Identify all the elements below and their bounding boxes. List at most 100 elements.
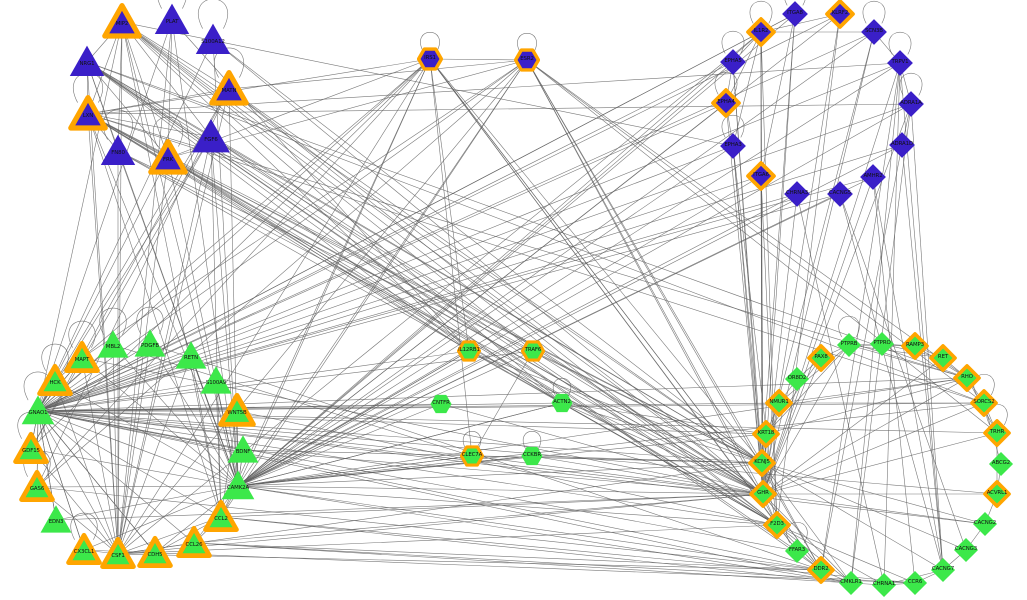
graph-node-wnt5b[interactable]: WNT5B bbox=[218, 392, 256, 430]
graph-node-epha5[interactable]: EPHA5 bbox=[718, 47, 748, 77]
node-shape-triangle bbox=[68, 95, 108, 131]
graph-node-mip2[interactable]: MIP2 bbox=[102, 2, 142, 42]
graph-node-matn[interactable]: MATN bbox=[209, 69, 249, 109]
self-loop-edge bbox=[41, 343, 69, 371]
edge bbox=[112, 344, 119, 555]
edge bbox=[36, 59, 528, 488]
graph-node-frk[interactable]: FRK bbox=[148, 138, 188, 178]
graph-node-cacng2[interactable]: CACNG2 bbox=[971, 510, 999, 538]
edge bbox=[167, 59, 528, 159]
graph-node-ccr6[interactable]: CCR6 bbox=[901, 569, 929, 597]
graph-node-adra1a[interactable]: ADRA1A bbox=[896, 89, 926, 119]
graph-node-cacng5[interactable]: CACNG5 bbox=[825, 179, 855, 209]
graph-node-adra1d[interactable]: ADRA1D bbox=[887, 130, 917, 160]
edge bbox=[237, 175, 762, 487]
graph-node-gnao1[interactable]: GNAO1 bbox=[19, 392, 57, 430]
graph-node-nrg1[interactable]: NRG1 bbox=[67, 42, 107, 82]
edge bbox=[37, 350, 534, 412]
graph-node-plat[interactable]: PLAT bbox=[152, 0, 192, 40]
graph-node-actn2[interactable]: ACTN2 bbox=[550, 391, 574, 415]
graph-node-epha3[interactable]: EPHA3 bbox=[718, 131, 748, 161]
graph-node-fn80[interactable]: FN80 bbox=[98, 131, 138, 171]
edge bbox=[765, 377, 968, 435]
edge bbox=[171, 19, 470, 352]
graph-node-krt18[interactable]: KRT18 bbox=[752, 420, 780, 448]
graph-node-cntfr[interactable]: CNTFR bbox=[429, 392, 453, 416]
graph-node-clec7a[interactable]: CLEC7A bbox=[460, 444, 484, 468]
graph-node-ptpro[interactable]: PTPRO bbox=[868, 330, 896, 358]
graph-node-cx3cl1[interactable]: CX3CL1 bbox=[66, 532, 102, 568]
edge bbox=[848, 344, 968, 379]
graph-node-s100a12[interactable]: S100A12 bbox=[193, 20, 233, 60]
edge bbox=[429, 58, 822, 571]
edge bbox=[37, 410, 767, 435]
graph-node-cacng7[interactable]: CACNG7 bbox=[929, 556, 957, 584]
graph-node-pdgfb[interactable]: PDGFB bbox=[132, 326, 168, 362]
graph-node-bdnf[interactable]: BDNF bbox=[225, 432, 261, 468]
graph-node-ramp3[interactable]: RAMP3 bbox=[901, 332, 929, 360]
graph-node-il12rb1[interactable]: IL12RB1 bbox=[457, 339, 481, 363]
graph-node-cdh5[interactable]: CDH5 bbox=[137, 535, 173, 571]
graph-node-ptprb[interactable]: PTPRB bbox=[835, 331, 863, 359]
edge bbox=[228, 59, 528, 90]
node-shape-diamond bbox=[887, 50, 913, 76]
node-shape-diamond bbox=[898, 91, 924, 117]
graph-node-itga6[interactable]: ITGA6 bbox=[746, 161, 776, 191]
graph-node-mbl2[interactable]: MBL2 bbox=[95, 327, 131, 363]
graph-node-klrf2[interactable]: KLRF2 bbox=[825, 0, 855, 29]
edge bbox=[210, 136, 778, 526]
node-shape-diamond bbox=[749, 480, 777, 508]
graph-node-acvrl1[interactable]: ACVRL1 bbox=[983, 480, 1011, 508]
graph-node-rho[interactable]: RHO bbox=[953, 364, 981, 392]
graph-node-trhr[interactable]: TRHR bbox=[983, 419, 1011, 447]
graph-node-pax8[interactable]: PAX8 bbox=[807, 344, 835, 372]
graph-node-f2d3[interactable]: F2D3 bbox=[763, 511, 791, 539]
graph-node-amhr2[interactable]: AMHR2 bbox=[858, 162, 888, 192]
edge bbox=[760, 13, 841, 33]
edge bbox=[760, 31, 778, 526]
graph-node-traf6[interactable]: TRAF6 bbox=[521, 339, 545, 363]
graph-node-sorcs2[interactable]: SORCS2 bbox=[970, 389, 998, 417]
graph-node-itga8[interactable]: ITGA8 bbox=[780, 0, 810, 29]
graph-node-esr2[interactable]: ESR2 bbox=[514, 47, 540, 73]
graph-node-abcg2[interactable]: ABCG2 bbox=[987, 450, 1015, 478]
edge bbox=[81, 58, 431, 359]
edge bbox=[237, 193, 798, 487]
graph-node-il1r2[interactable]: IL1R2 bbox=[746, 17, 776, 47]
edge bbox=[237, 350, 470, 487]
edge bbox=[762, 493, 852, 584]
edge bbox=[86, 61, 119, 555]
node-shape-diamond bbox=[720, 49, 746, 75]
graph-node-irs1[interactable]: IRS1 bbox=[417, 46, 443, 72]
graph-node-csf1[interactable]: CSF1 bbox=[100, 536, 136, 572]
graph-node-chrna3[interactable]: CHRNA3 bbox=[782, 179, 812, 209]
node-shape-diamond bbox=[782, 1, 808, 27]
graph-node-cckbr[interactable]: CCKBR bbox=[520, 444, 544, 468]
edge bbox=[228, 88, 763, 464]
graph-node-nmur1[interactable]: NMUR1 bbox=[765, 389, 793, 417]
edge bbox=[561, 402, 763, 464]
graph-node-trpv1[interactable]: TRPV1 bbox=[885, 48, 915, 78]
graph-node-ddr2[interactable]: DDR2 bbox=[807, 556, 835, 584]
node-shape-diamond bbox=[752, 420, 780, 448]
graph-node-scn3b[interactable]: SCN3B bbox=[859, 17, 889, 47]
edge bbox=[237, 485, 764, 495]
graph-node-cmklr1[interactable]: CMKLR1 bbox=[837, 569, 865, 597]
edge bbox=[776, 13, 841, 526]
edge bbox=[242, 449, 764, 495]
graph-node-ccl26[interactable]: CCL26 bbox=[176, 525, 212, 561]
graph-node-ghr[interactable]: GHR bbox=[749, 480, 777, 508]
edge bbox=[429, 58, 473, 457]
graph-node-lxn[interactable]: LXN bbox=[68, 94, 108, 134]
edge bbox=[37, 377, 968, 412]
graph-node-gas6[interactable]: GAS6 bbox=[19, 469, 55, 505]
graph-node-epha4[interactable]: EPHA4 bbox=[711, 88, 741, 118]
edge bbox=[121, 21, 534, 352]
graph-node-chrna1[interactable]: CHRNA1 bbox=[870, 571, 898, 599]
edge bbox=[117, 493, 764, 555]
graph-node-kcnj5[interactable]: KCNJ5 bbox=[748, 449, 776, 477]
graph-node-fgf6[interactable]: FGF6 bbox=[189, 115, 233, 159]
edge bbox=[117, 21, 123, 152]
graph-node-gdf15[interactable]: GDF15 bbox=[13, 431, 49, 467]
